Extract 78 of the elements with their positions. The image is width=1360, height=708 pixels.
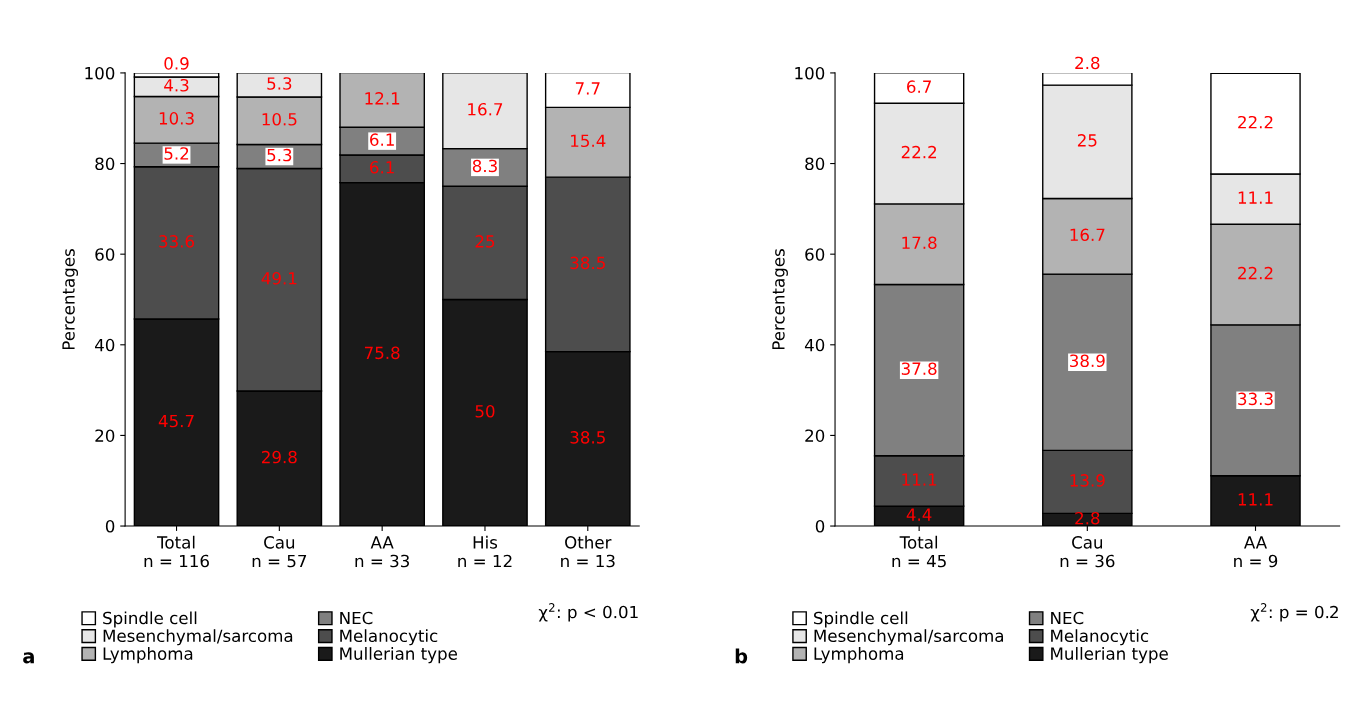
legend-label: NEC [340, 611, 373, 625]
data-label: 33.6 [159, 235, 195, 248]
data-label: 50 [475, 404, 495, 418]
y-tick-label: 40 [95, 338, 115, 352]
y-axis-title: Percentages [62, 249, 79, 350]
text: χ$^{2}$: p < 0.01 [538, 603, 638, 622]
data-label: 75.8 [364, 346, 400, 360]
legend-label: Spindle cell [814, 611, 908, 628]
y-tick-label: 80 [805, 157, 825, 171]
y-tick-label: 60 [95, 248, 115, 261]
data-label: 5.2 [164, 147, 189, 160]
data-label: 37.8 [901, 362, 937, 376]
data-label: 10.5 [262, 112, 297, 126]
x-tick-label: Cau n = 57 [252, 536, 307, 568]
data-label: 38.5 [570, 256, 605, 270]
legend-label: Melanocytic [1051, 629, 1149, 646]
legend-label: Lymphoma [103, 647, 193, 664]
data-label: 25 [475, 235, 495, 248]
data-label: 0.9 [164, 57, 189, 70]
y-tick-label: 40 [804, 338, 825, 352]
data-label: 4.4 [906, 508, 932, 521]
y-tick-label: 60 [805, 248, 825, 261]
data-label: 38.5 [570, 431, 605, 444]
data-label: 6.1 [370, 160, 394, 174]
data-label: 6.7 [907, 80, 931, 93]
data-label: 25 [1077, 134, 1097, 147]
legend-label: NEC [1051, 611, 1084, 625]
data-label: 5.3 [267, 148, 292, 162]
text: a [23, 652, 34, 664]
legend-label: Melanocytic [340, 629, 438, 646]
x-tick-label: AA n = 9 [1234, 536, 1278, 568]
data-label: 22.2 [1238, 115, 1273, 129]
y-tick-label: 100 [85, 66, 115, 80]
data-label: 29.8 [262, 450, 297, 464]
legend-label: Mesenchymal/sarcoma [103, 629, 293, 646]
y-axis-title: Percentages [772, 249, 788, 350]
data-label: 2.8 [1075, 511, 1100, 525]
y-tick-label: 20 [805, 429, 825, 442]
data-label: 13.9 [1070, 474, 1105, 487]
data-label: 4.3 [164, 78, 189, 92]
data-label: 45.7 [158, 414, 194, 428]
data-label: 22.2 [901, 145, 937, 159]
data-label: 8.3 [472, 159, 497, 173]
legend-label: Mullerian type [1051, 647, 1168, 664]
x-tick-label: AA n = 33 [355, 536, 409, 568]
data-label: 11.1 [902, 473, 937, 486]
data-label: 22.2 [1238, 266, 1273, 280]
data-label: 15.4 [571, 134, 606, 148]
legend-label: Mesenchymal/sarcoma [814, 629, 1004, 646]
data-label: 17.8 [902, 236, 937, 250]
data-label: 10.3 [159, 112, 194, 125]
data-label: 16.7 [1070, 228, 1105, 242]
data-label: 5.3 [267, 77, 292, 90]
data-label: 2.8 [1075, 56, 1100, 70]
y-tick-label: 80 [95, 157, 115, 171]
data-label: 12.1 [365, 92, 400, 105]
data-label: 6.1 [370, 133, 394, 146]
legend-label: Lymphoma [814, 647, 904, 664]
data-label: 7.7 [575, 82, 600, 95]
legend-label: Spindle cell [103, 611, 197, 628]
text: χ$^{2}$: p = 0.2 [1250, 603, 1338, 622]
x-tick-label: Other n = 13 [561, 535, 615, 568]
legend-label: Mullerian type [340, 647, 458, 664]
x-tick-label: Total n = 116 [144, 535, 209, 568]
text: b [735, 648, 748, 664]
y-tick-label: 0 [105, 520, 115, 533]
y-tick-label: 0 [815, 520, 825, 533]
data-label: 11.1 [1238, 493, 1273, 506]
data-label: 49.1 [261, 272, 297, 285]
data-label: 38.9 [1070, 354, 1105, 368]
data-label: 11.1 [1238, 191, 1273, 204]
data-label: 16.7 [468, 102, 503, 116]
y-tick-label: 20 [95, 429, 115, 442]
data-label: 33.3 [1238, 392, 1273, 406]
x-tick-label: Cau n = 36 [1060, 536, 1115, 568]
x-tick-label: His n = 12 [458, 535, 512, 568]
x-tick-label: Total n = 45 [892, 535, 946, 568]
y-tick-label: 100 [795, 66, 825, 80]
